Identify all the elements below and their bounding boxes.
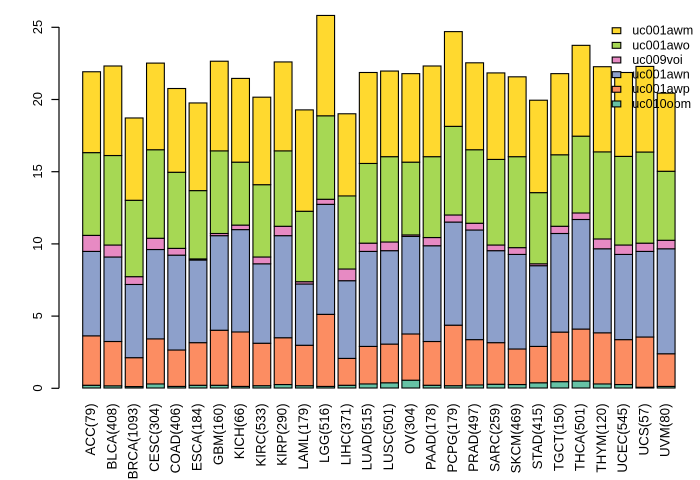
svg-text:20: 20 [30,92,45,106]
svg-text:uc001awn: uc001awn [632,68,689,82]
svg-text:KIRC(533): KIRC(533) [253,403,268,466]
svg-text:LGG(516): LGG(516) [317,403,332,463]
svg-text:PRAD(497): PRAD(497) [466,403,481,471]
svg-text:uc009voi: uc009voi [632,53,682,67]
svg-text:BLCA(408): BLCA(408) [104,403,119,469]
svg-text:KICH(66): KICH(66) [232,403,247,459]
svg-text:uc001awp: uc001awp [632,82,689,96]
svg-text:OV(304): OV(304) [402,403,417,454]
svg-text:0: 0 [30,384,45,391]
svg-text:UVM(80): UVM(80) [658,403,673,457]
svg-text:uc010obm: uc010obm [632,97,691,111]
svg-text:uc001awm: uc001awm [632,24,693,38]
svg-text:15: 15 [30,164,45,178]
svg-text:SARC(259): SARC(259) [487,403,502,471]
svg-text:CESC(304): CESC(304) [147,403,162,471]
svg-text:KIRP(290): KIRP(290) [275,403,290,466]
svg-text:25: 25 [30,20,45,34]
svg-text:LUSC(501): LUSC(501) [381,403,396,470]
svg-text:STAD(415): STAD(415) [530,403,545,469]
svg-text:LUAD(515): LUAD(515) [360,403,375,470]
svg-text:COAD(406): COAD(406) [168,403,183,473]
svg-text:TGCT(150): TGCT(150) [551,403,566,471]
svg-text:5: 5 [30,312,45,319]
svg-text:PCPG(179): PCPG(179) [445,403,460,472]
svg-text:PAAD(178): PAAD(178) [424,403,439,470]
svg-text:10: 10 [30,236,45,250]
svg-text:UCEC(545): UCEC(545) [615,403,630,472]
svg-text:GBM(160): GBM(160) [211,403,226,465]
svg-text:THYM(120): THYM(120) [594,403,609,472]
svg-text:ACC(79): ACC(79) [83,403,98,455]
svg-text:LIHC(371): LIHC(371) [338,403,353,465]
svg-text:LAML(179): LAML(179) [296,403,311,469]
svg-text:ESCA(184): ESCA(184) [190,403,205,471]
svg-text:SKCM(469): SKCM(469) [509,403,524,473]
svg-text:THCA(501): THCA(501) [573,403,588,471]
svg-text:BRCA(1093): BRCA(1093) [126,403,141,479]
svg-text:uc001awo: uc001awo [632,38,689,52]
svg-text:UCS(57): UCS(57) [636,403,651,455]
